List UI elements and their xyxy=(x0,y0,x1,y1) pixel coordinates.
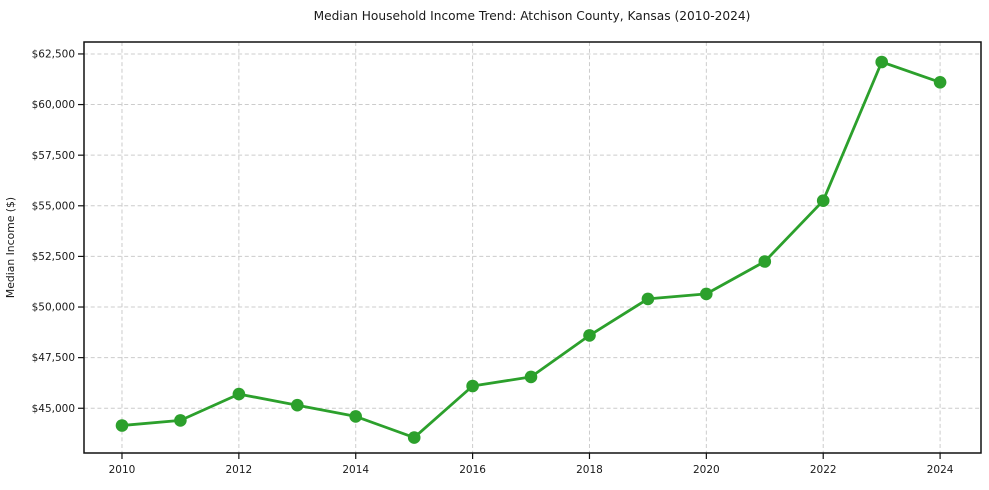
y-tick-label: $45,000 xyxy=(32,403,75,415)
data-point xyxy=(875,55,888,69)
data-point xyxy=(407,431,421,444)
axis-layer: $45,000 $47,500 $50,000 $52,500 $55,000 $57,5… xyxy=(32,41,982,476)
data-point xyxy=(524,370,538,384)
grid-layer xyxy=(84,42,981,453)
data-point xyxy=(174,414,187,427)
x-tick-label: 2016 xyxy=(459,464,486,476)
data-point xyxy=(816,194,830,207)
data-point xyxy=(700,287,713,301)
data-point xyxy=(758,255,772,268)
x-tick-label: 2020 xyxy=(693,464,720,476)
data-point xyxy=(641,292,655,306)
x-tick-label: 2014 xyxy=(342,464,369,476)
x-tick-label: 2012 xyxy=(225,464,252,476)
y-tick-label: $60,000 xyxy=(32,99,75,111)
data-point xyxy=(349,410,363,423)
series-layer xyxy=(115,55,947,444)
data-point xyxy=(232,387,246,401)
x-tick-label: 2018 xyxy=(576,464,603,476)
x-tick-label: 2022 xyxy=(810,464,837,476)
y-tick-label: $52,500 xyxy=(32,251,75,263)
y-tick-label: $55,000 xyxy=(32,200,75,212)
data-point xyxy=(466,379,479,393)
y-tick-label: $50,000 xyxy=(32,302,75,314)
y-tick-label: $47,500 xyxy=(32,352,75,364)
data-point xyxy=(115,419,129,432)
data-point xyxy=(583,329,596,342)
y-tick-label: $62,500 xyxy=(32,49,75,61)
chart-title: Median Household Income Trend: Atchison … xyxy=(314,9,751,23)
data-point xyxy=(291,398,304,412)
x-tick-label: 2024 xyxy=(927,464,954,476)
x-tick-label: 2010 xyxy=(109,464,136,476)
data-point xyxy=(933,76,947,89)
plot-border xyxy=(83,41,982,454)
y-tick-label: $57,500 xyxy=(32,150,75,162)
y-axis-label: Median Income ($) xyxy=(4,197,17,298)
